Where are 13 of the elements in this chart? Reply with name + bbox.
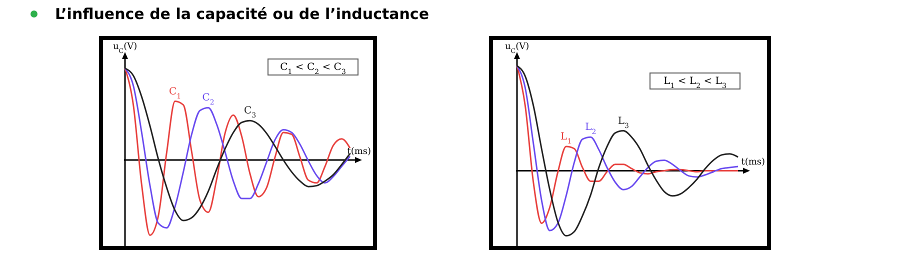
series-label: C$_{1}$ [168, 86, 182, 100]
annotation: L$_{1}$ < L$_{2}$ < L$_{3}$ [664, 76, 726, 90]
series-label: C$_{3}$ [244, 106, 256, 120]
series-label: C$_{2}$ [202, 92, 214, 107]
y-axis-title: u$_{C}$(V) [113, 42, 138, 54]
y-axis-title: u$_{C}$(V) [505, 42, 530, 54]
annotation: C$_{1}$ < C$_{2}$ < C$_{3}$ [280, 62, 346, 76]
series-label: L$_{2}$ [585, 122, 596, 136]
x-axis-title: t(ms) [741, 158, 765, 168]
chart-title: L’influence de la capacité ou de l’inductance [55, 5, 429, 23]
series-label: L$_{3}$ [618, 116, 629, 130]
x-axis-title: t(ms) [347, 147, 371, 157]
series-label: L$_{1}$ [560, 132, 572, 146]
